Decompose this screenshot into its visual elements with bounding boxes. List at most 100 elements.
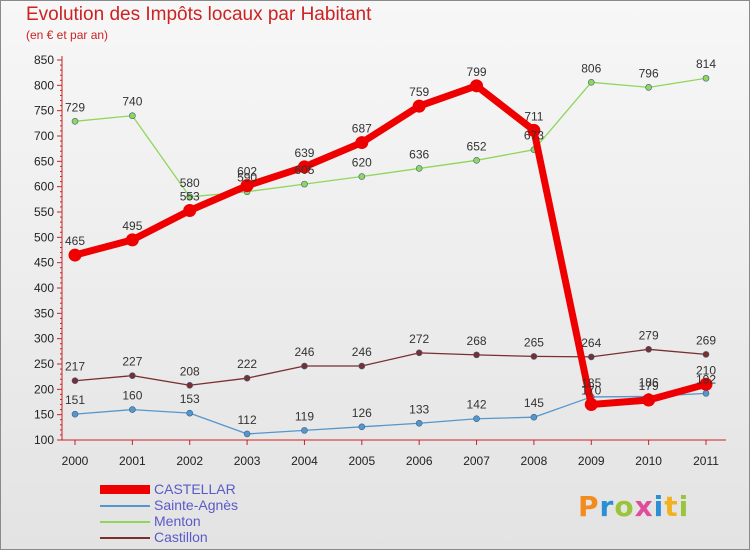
data-point — [587, 353, 595, 361]
y-tick-label: 650 — [34, 154, 54, 168]
legend-label: Sainte-Agnès — [154, 497, 239, 513]
data-label: 806 — [581, 61, 601, 75]
data-label: 119 — [295, 409, 314, 423]
data-label: 729 — [65, 100, 85, 114]
data-label: 160 — [122, 389, 142, 403]
x-tick-label: 2001 — [119, 454, 146, 468]
logo-letter: t — [664, 490, 679, 523]
data-label: 246 — [352, 345, 372, 359]
y-tick-label: 750 — [34, 104, 54, 118]
legend-item: Menton — [100, 513, 360, 530]
data-point — [240, 179, 254, 193]
data-point — [702, 390, 710, 397]
y-tick-label: 700 — [34, 129, 54, 143]
y-tick-label: 200 — [34, 382, 54, 396]
data-label: 620 — [352, 156, 372, 170]
y-tick-label: 300 — [34, 332, 54, 346]
x-tick-label: 2004 — [291, 454, 318, 468]
data-label: 279 — [639, 328, 659, 342]
data-label: 590 — [237, 171, 257, 185]
legend-item: Sainte-Agnès — [100, 497, 360, 514]
data-point — [301, 180, 308, 188]
data-label: 759 — [409, 85, 429, 99]
data-label: 711 — [524, 109, 543, 123]
data-label: 687 — [352, 122, 372, 136]
data-label: 126 — [352, 406, 372, 420]
data-label: 265 — [524, 335, 544, 349]
data-label: 112 — [238, 413, 257, 427]
data-label: 639 — [294, 146, 314, 160]
x-tick-label: 2009 — [578, 454, 605, 468]
data-point — [355, 136, 369, 150]
logo-letter: i — [653, 490, 665, 523]
logo-letter: x — [634, 490, 654, 523]
y-tick-label: 450 — [34, 256, 54, 270]
x-tick-label: 2010 — [635, 454, 662, 468]
data-point — [125, 233, 139, 247]
data-point — [415, 419, 423, 427]
data-label: 217 — [65, 360, 85, 374]
data-point — [527, 123, 541, 137]
data-label: 814 — [696, 57, 716, 71]
series-line-sainte-agn-s — [74, 392, 707, 435]
data-label: 269 — [696, 333, 716, 347]
legend-label: Castillon — [154, 529, 208, 545]
data-label: 208 — [180, 364, 200, 378]
proxiti-logo: Proxiti — [578, 490, 689, 523]
logo-letter: o — [614, 490, 635, 523]
data-point — [412, 99, 426, 113]
data-point — [530, 413, 538, 421]
data-label: 673 — [524, 129, 544, 143]
data-point — [243, 430, 251, 438]
data-point — [71, 410, 79, 418]
data-point — [186, 193, 194, 201]
data-point — [473, 157, 480, 164]
data-label: 553 — [180, 189, 200, 203]
data-label: 272 — [409, 332, 429, 346]
data-label: 636 — [409, 147, 429, 161]
data-label: 602 — [237, 165, 257, 179]
data-point — [645, 346, 652, 353]
data-point — [473, 415, 480, 423]
x-tick-label: 2008 — [521, 454, 548, 468]
data-label: 246 — [294, 345, 314, 359]
data-label: 264 — [581, 336, 601, 350]
chart-title: Evolution des Impôts locaux par Habitant — [26, 4, 372, 25]
x-tick-label: 2006 — [406, 454, 433, 468]
data-point — [301, 362, 308, 370]
y-tick-label: 500 — [34, 230, 54, 244]
data-label: 133 — [409, 402, 429, 416]
data-label: 145 — [524, 396, 544, 410]
logo-letter: P — [578, 490, 600, 523]
x-tick-label: 2000 — [62, 454, 89, 468]
data-point — [358, 423, 366, 431]
y-tick-label: 350 — [34, 306, 54, 320]
y-tick-label: 250 — [34, 357, 54, 371]
data-label: 652 — [467, 139, 487, 153]
data-point — [645, 84, 652, 91]
data-label: 580 — [180, 176, 200, 190]
data-point — [129, 112, 136, 120]
legend-swatch — [100, 521, 150, 523]
x-tick-label: 2002 — [176, 454, 203, 468]
data-point — [186, 409, 194, 417]
data-label: 170 — [581, 384, 601, 398]
data-label: 740 — [122, 95, 142, 109]
y-tick-label: 600 — [34, 180, 54, 194]
data-point — [186, 381, 194, 389]
legend-swatch — [100, 485, 150, 494]
legend-swatch — [100, 537, 150, 539]
data-label: 185 — [581, 376, 601, 390]
chart-subtitle: (en € et par an) — [26, 28, 109, 42]
data-point — [358, 362, 366, 370]
data-point — [702, 351, 710, 358]
y-tick-label: 850 — [34, 53, 54, 67]
data-point — [584, 398, 598, 412]
data-label: 495 — [122, 219, 142, 233]
data-label: 227 — [122, 355, 142, 369]
data-label: 192 — [696, 372, 716, 386]
y-tick-label: 800 — [34, 78, 54, 92]
data-label: 151 — [65, 393, 85, 407]
